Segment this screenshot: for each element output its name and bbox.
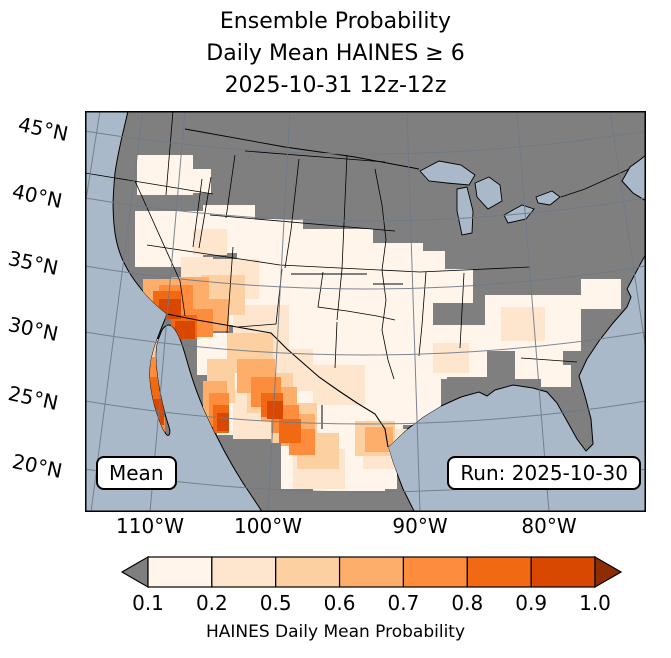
lon-label-90W: 90°W [392,514,448,538]
colorbar-segment-3 [338,556,405,588]
graticule-meridian [85,111,101,207]
lon-label-100W: 100°W [234,514,302,538]
lake-michigan [456,186,474,236]
prob-cell-level-1 [433,343,469,373]
colorbar-label: HAINES Daily Mean Probability [205,622,466,642]
prob-cell-level-6 [267,401,283,419]
graticule-meridian [90,111,144,512]
colorbar-tick-0.7: 0.7 [387,591,420,615]
colorbar-segment-0 [147,556,213,588]
lake-superior [419,160,476,186]
graticule-meridian [149,111,186,512]
colorbar-tick-0.1: 0.1 [132,591,164,615]
colorbar-over-arrow [594,555,623,589]
colorbar-tick-1.0: 1.0 [579,591,611,615]
colorbar-tick-0.6: 0.6 [323,591,356,615]
graticule-meridian [406,111,421,512]
lat-label-35N: 35°N [6,246,61,280]
colorbar-under-arrow [120,555,149,589]
prob-cell-level-0 [181,169,211,193]
map-frame [85,111,646,512]
graticule-parallel [85,331,646,356]
graticule-meridian [516,111,550,512]
graticule-parallel [85,197,646,222]
colorbar-tick-0.9: 0.9 [515,591,548,615]
colorbar-segment-6 [530,556,596,588]
prob-cell-level-1 [313,365,365,405]
statistic-box: Mean [96,456,177,490]
prob-cell-level-6 [217,413,229,431]
lat-label-45N: 45°N [16,112,71,146]
graticule [85,111,646,512]
map-area [85,111,646,512]
graticule-meridian [609,111,646,352]
prob-cell-level-1 [193,229,227,255]
prob-cell-level-0 [301,229,373,273]
colorbar-tick-0.5: 0.5 [259,591,292,615]
prob-cell-level-0 [371,285,433,329]
prob-cell-level-5 [279,419,301,443]
title-line-1: Ensemble Probability [219,9,452,34]
colorbar-segment-2 [275,556,341,588]
lake-huron [474,176,503,210]
prob-cell-level-0 [541,365,571,387]
title-line-3: 2025-10-31 12z-12z [224,73,447,98]
lon-label-110W: 110°W [116,514,184,538]
lon-label-80W: 80°W [521,514,577,538]
colorbar-segment-4 [402,556,468,588]
prob-cell-level-6 [175,321,195,339]
colorbar-segment-5 [466,556,532,588]
colorbar [120,555,623,589]
colorbar-tick-0.8: 0.8 [451,591,484,615]
lat-label-30N: 30°N [6,312,61,346]
us-canada-border [184,128,630,198]
state-borders [85,111,578,380]
prob-cell-level-1 [501,307,545,341]
lat-label-25N: 25°N [6,381,61,415]
prob-cell-level-0 [581,279,621,309]
graticule-parallel [85,400,646,425]
graticule-parallel [85,265,646,290]
run-date-box: Run: 2025-10-30 [447,456,641,490]
lat-label-20N: 20°N [10,449,65,483]
great-lakes [419,160,561,236]
colorbar-tick-0.2: 0.2 [195,591,228,615]
lake-ontario [535,190,561,206]
us-mexico-border [166,313,389,448]
probability-field [135,155,621,491]
lat-label-40N: 40°N [10,179,65,213]
prob-cell-level-0 [291,275,373,329]
map-canvas [85,111,646,512]
title-line-2: Daily Mean HAINES ≥ 6 [206,41,465,66]
graticule-meridian [267,111,291,512]
colorbar-segment-1 [211,556,277,588]
graticule-parallel [85,130,646,155]
plot-title: Ensemble Probability Daily Mean HAINES ≥… [0,6,671,102]
